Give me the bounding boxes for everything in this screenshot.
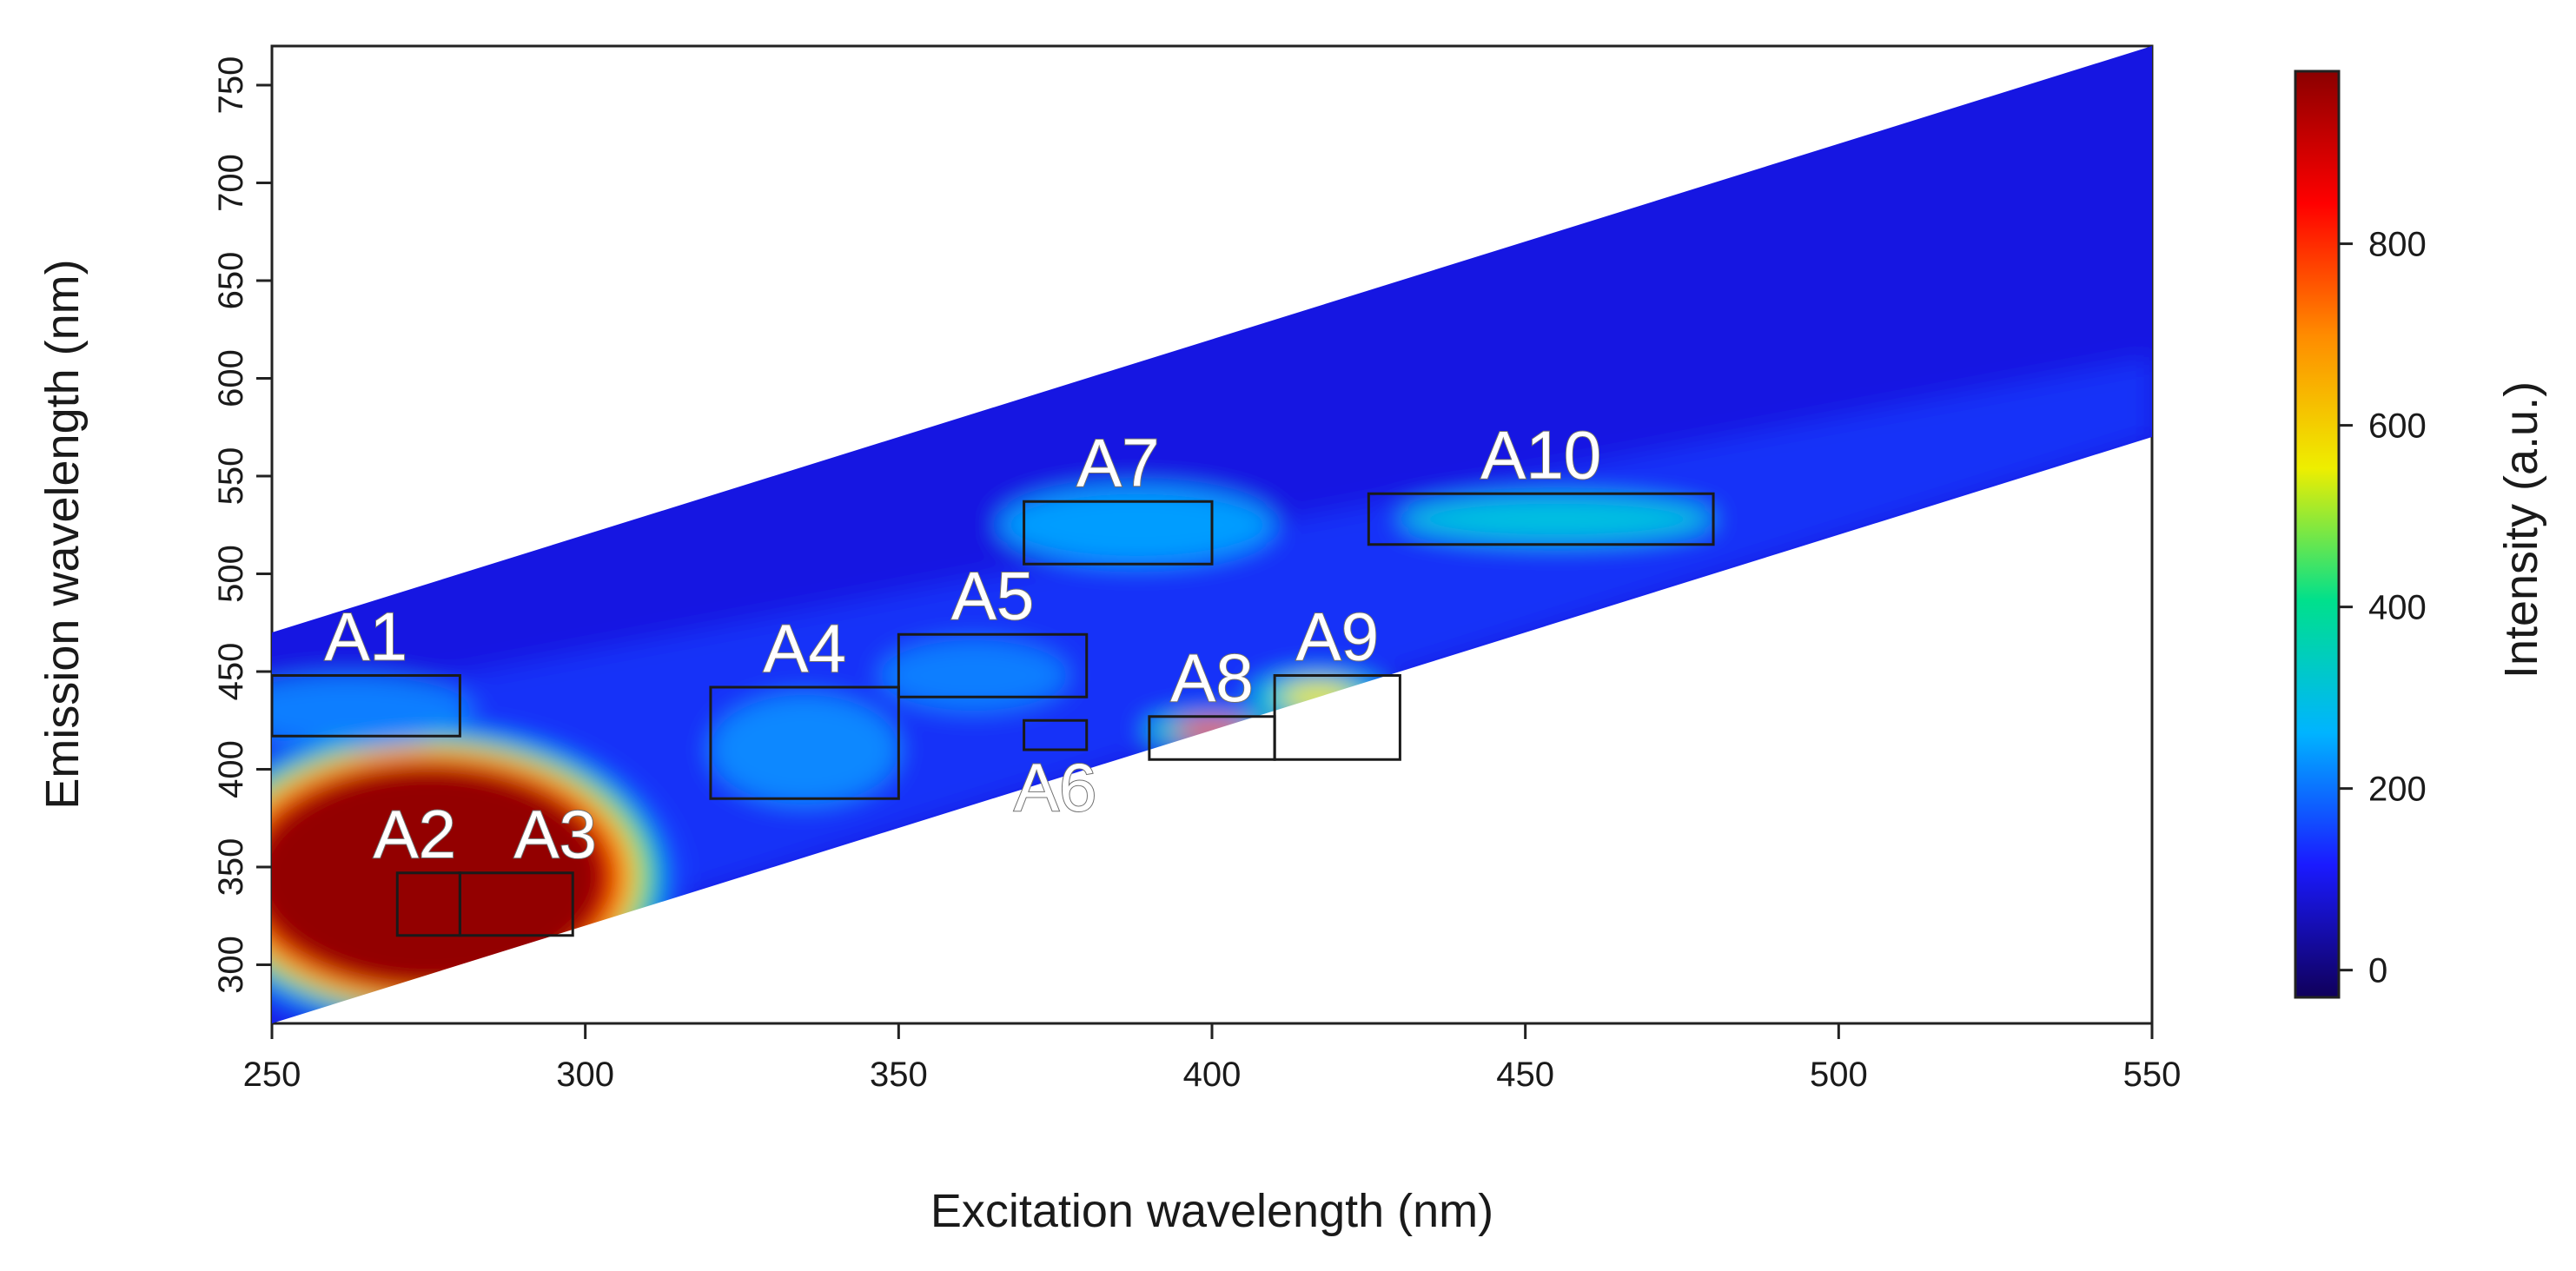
x-axis-title: Excitation wavelength (nm) bbox=[930, 1185, 1493, 1237]
x-tick-label: 350 bbox=[870, 1056, 928, 1094]
region-box-a5 bbox=[897, 632, 1089, 698]
region-boxes: A1 A2 A3 A4 A5 A6 A7 A8 A9 A10 bbox=[270, 415, 1715, 937]
region-label-a7: A7 bbox=[1076, 424, 1159, 500]
colorbar-ticks: 0 200 400 600 800 bbox=[2339, 226, 2427, 990]
y-axis: 300 350 400 450 500 550 600 650 700 750 bbox=[212, 56, 272, 994]
x-tick-label: 300 bbox=[556, 1056, 614, 1094]
colorbar-title: Intensity (a.u.) bbox=[2495, 381, 2547, 679]
region-label-a3: A3 bbox=[514, 796, 597, 872]
region-label-a5: A5 bbox=[951, 557, 1034, 633]
region-box-a9 bbox=[1273, 674, 1401, 761]
region-box-a3 bbox=[458, 871, 574, 937]
region-label-a9: A9 bbox=[1296, 599, 1379, 675]
y-tick-label: 700 bbox=[212, 154, 250, 212]
region-label-a2: A2 bbox=[374, 796, 456, 872]
colorbar: 0 200 400 600 800 Intensity (a.u.) bbox=[2294, 70, 2547, 999]
colorbar-tick-label: 400 bbox=[2368, 589, 2427, 627]
colorbar-tick-label: 800 bbox=[2368, 226, 2427, 264]
region-box-a1 bbox=[270, 674, 461, 738]
y-tick-label: 300 bbox=[212, 936, 250, 994]
y-tick-label: 550 bbox=[212, 447, 250, 506]
y-tick-label: 650 bbox=[212, 252, 250, 310]
y-tick-label: 450 bbox=[212, 643, 250, 701]
y-tick-label: 400 bbox=[212, 740, 250, 798]
y-tick-label: 350 bbox=[212, 838, 250, 897]
y-tick-label: 750 bbox=[212, 56, 250, 115]
y-axis-title: Emission wavelength (nm) bbox=[36, 259, 89, 809]
region-label-a1: A1 bbox=[324, 599, 407, 675]
region-label-a6: A6 bbox=[1014, 749, 1096, 825]
x-axis: 250 300 350 400 450 500 550 bbox=[243, 1023, 2182, 1094]
region-box-a10 bbox=[1367, 492, 1715, 546]
region-label-a4: A4 bbox=[763, 610, 845, 686]
region-label-a10: A10 bbox=[1480, 416, 1601, 493]
x-tick-label: 400 bbox=[1183, 1056, 1242, 1094]
y-tick-label: 600 bbox=[212, 349, 250, 407]
x-tick-label: 450 bbox=[1496, 1056, 1554, 1094]
region-box-a7 bbox=[1023, 500, 1214, 566]
region-box-a6 bbox=[1023, 718, 1089, 751]
colorbar-tick-label: 0 bbox=[2368, 952, 2387, 990]
colorbar-tick-label: 600 bbox=[2368, 407, 2427, 446]
x-tick-label: 500 bbox=[1810, 1056, 1868, 1094]
x-tick-label: 550 bbox=[2123, 1056, 2182, 1094]
region-box-a4 bbox=[709, 685, 900, 800]
y-tick-label: 500 bbox=[212, 545, 250, 603]
colorbar-tick-label: 200 bbox=[2368, 771, 2427, 809]
x-tick-label: 250 bbox=[243, 1056, 301, 1094]
colorbar-scale bbox=[2294, 70, 2341, 999]
region-label-a8: A8 bbox=[1170, 639, 1253, 716]
